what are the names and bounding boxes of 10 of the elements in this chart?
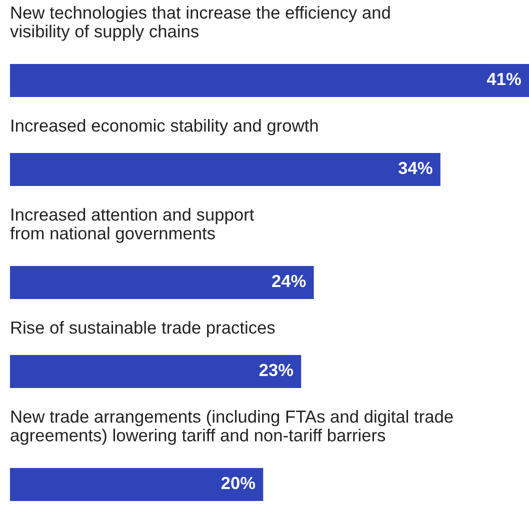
y-tick-label: Increased economic stability and growth — [12, 119, 318, 136]
data-label: 41% — [486, 72, 521, 86]
data-label: 23% — [259, 364, 294, 376]
y-tick-label: Increased attention and support from national governments — [10, 208, 254, 243]
y-tick-label: Rise of sustainable trade practices — [11, 321, 275, 338]
data-label: 24% — [272, 274, 306, 288]
data-label: 20% — [221, 476, 256, 490]
data-label: 34% — [398, 162, 432, 174]
y-tick-label: New technologies that increase the efficiency and visibility of supply chains — [10, 6, 390, 41]
y-tick-label: New trade arrangements (including FTAs and digital trade agreements) lowering tariff and non-tariff barriers — [10, 410, 453, 445]
